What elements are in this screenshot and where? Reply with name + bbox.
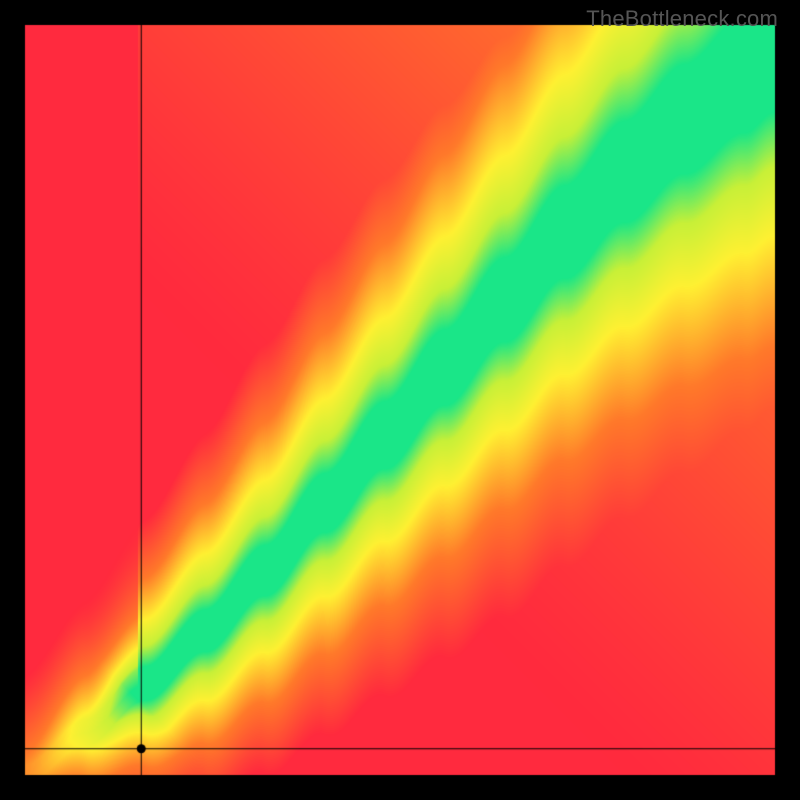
watermark-label: TheBottleneck.com: [586, 6, 778, 32]
bottleneck-heatmap: [0, 0, 800, 800]
chart-container: TheBottleneck.com: [0, 0, 800, 800]
